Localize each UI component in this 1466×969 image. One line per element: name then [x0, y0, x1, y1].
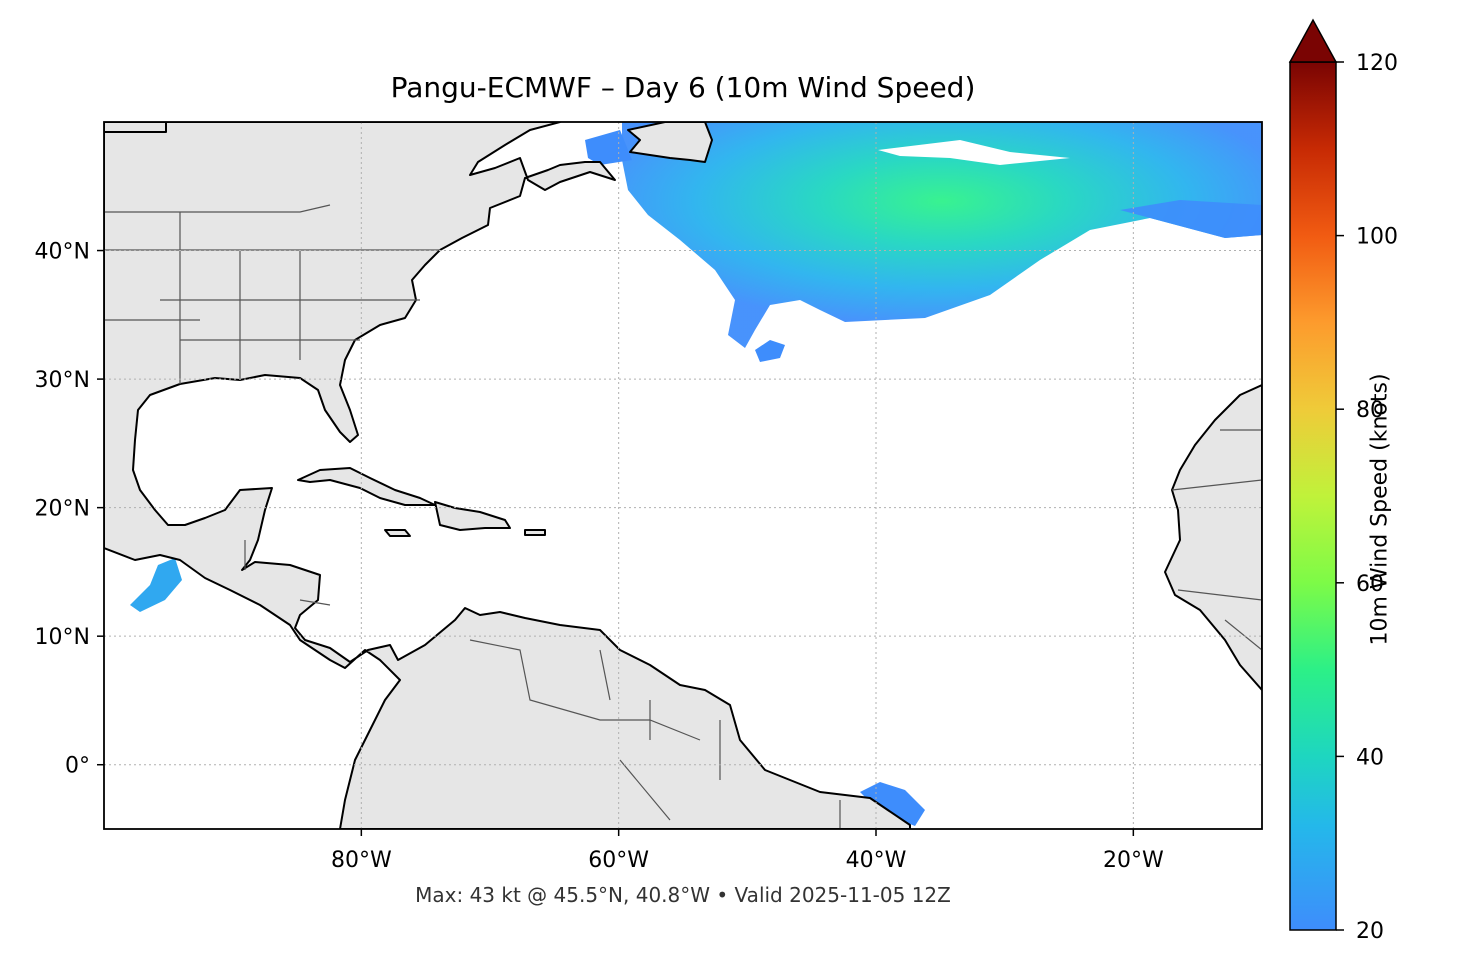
colorbar-gradient — [1289, 61, 1337, 931]
map-frame — [103, 121, 1263, 830]
lon-ticks: 80°W 60°W 40°W 20°W — [331, 829, 1164, 873]
wind-patch-azores — [755, 340, 785, 362]
wind-patch-newfoundland — [585, 130, 632, 165]
gridlines — [104, 122, 1262, 829]
wind-patch-tehuantepec — [130, 558, 182, 612]
lon-tick-label: 40°W — [846, 848, 907, 873]
country-borders — [244, 540, 841, 829]
map-panel — [104, 122, 1262, 829]
colorbar-tick-label: 80 — [1356, 398, 1384, 423]
colorbar-label: 10m Wind Speed (knots) — [1367, 373, 1393, 646]
colorbar-ticks: 20 40 60 80 100 120 — [1336, 51, 1398, 944]
lat-tick-label: 20°N — [35, 497, 90, 522]
map-footer: Max: 43 kt @ 45.5°N, 40.8°W • Valid 2025… — [415, 883, 951, 907]
land-newfoundland — [627, 122, 713, 163]
land-west-africa — [1164, 384, 1262, 691]
colorbar-tick-label: 60 — [1356, 572, 1384, 597]
lat-tick-label: 40°N — [35, 240, 90, 265]
us-state-borders — [104, 204, 440, 384]
land-masses — [104, 122, 1262, 829]
internal-borders — [104, 204, 1262, 829]
lat-tick-label: 30°N — [35, 368, 90, 393]
colorbar-tick-label: 100 — [1356, 225, 1398, 250]
colorbar-tick-label: 40 — [1356, 745, 1384, 770]
wind-speed-field — [130, 122, 1262, 826]
wind-swath-north-atlantic — [622, 122, 1262, 348]
wind-swath-east — [1120, 200, 1262, 238]
lon-tick-label: 20°W — [1103, 848, 1164, 873]
land-jamaica — [384, 529, 411, 537]
colorbar: 20 40 60 80 100 120 — [1288, 18, 1398, 944]
africa-borders — [1171, 429, 1262, 651]
lon-tick-label: 60°W — [588, 848, 649, 873]
land-canada-corner — [104, 122, 167, 133]
colorbar-extend-arrow — [1288, 18, 1338, 63]
colorbar-tick-label: 20 — [1356, 919, 1384, 944]
map-title: Pangu-ECMWF – Day 6 (10m Wind Speed) — [390, 71, 976, 104]
land-puerto-rico — [524, 529, 546, 536]
lon-tick-label: 80°W — [331, 848, 392, 873]
land-americas — [104, 122, 911, 829]
lat-ticks: 40°N 30°N 20°N 10°N 0° — [35, 240, 104, 779]
land-hispaniola — [434, 501, 511, 531]
wind-gap — [878, 140, 1070, 165]
lat-tick-label: 0° — [65, 754, 90, 779]
colorbar-tick-label: 120 — [1356, 51, 1398, 76]
lat-tick-label: 10°N — [35, 625, 90, 650]
